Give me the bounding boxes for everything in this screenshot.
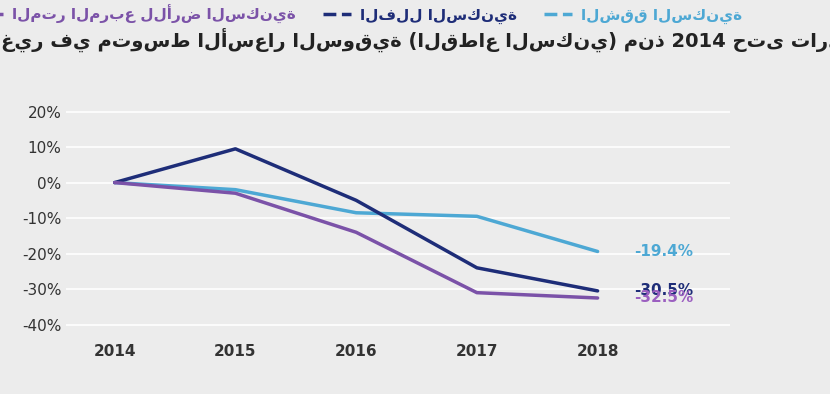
Text: -32.5%: -32.5%: [634, 290, 693, 305]
Text: التغير في متوسط الأسعار السوقية (القطاع السكني) منذ 2014 حتى تاريخه: التغير في متوسط الأسعار السوقية (القطاع …: [0, 28, 830, 52]
Text: -30.5%: -30.5%: [634, 283, 693, 298]
Text: -19.4%: -19.4%: [634, 244, 693, 259]
Legend: المتر المربع للأرض السكنية, الفلل السكنية, الشقق السكنية: المتر المربع للأرض السكنية, الفلل السكني…: [0, 0, 748, 30]
